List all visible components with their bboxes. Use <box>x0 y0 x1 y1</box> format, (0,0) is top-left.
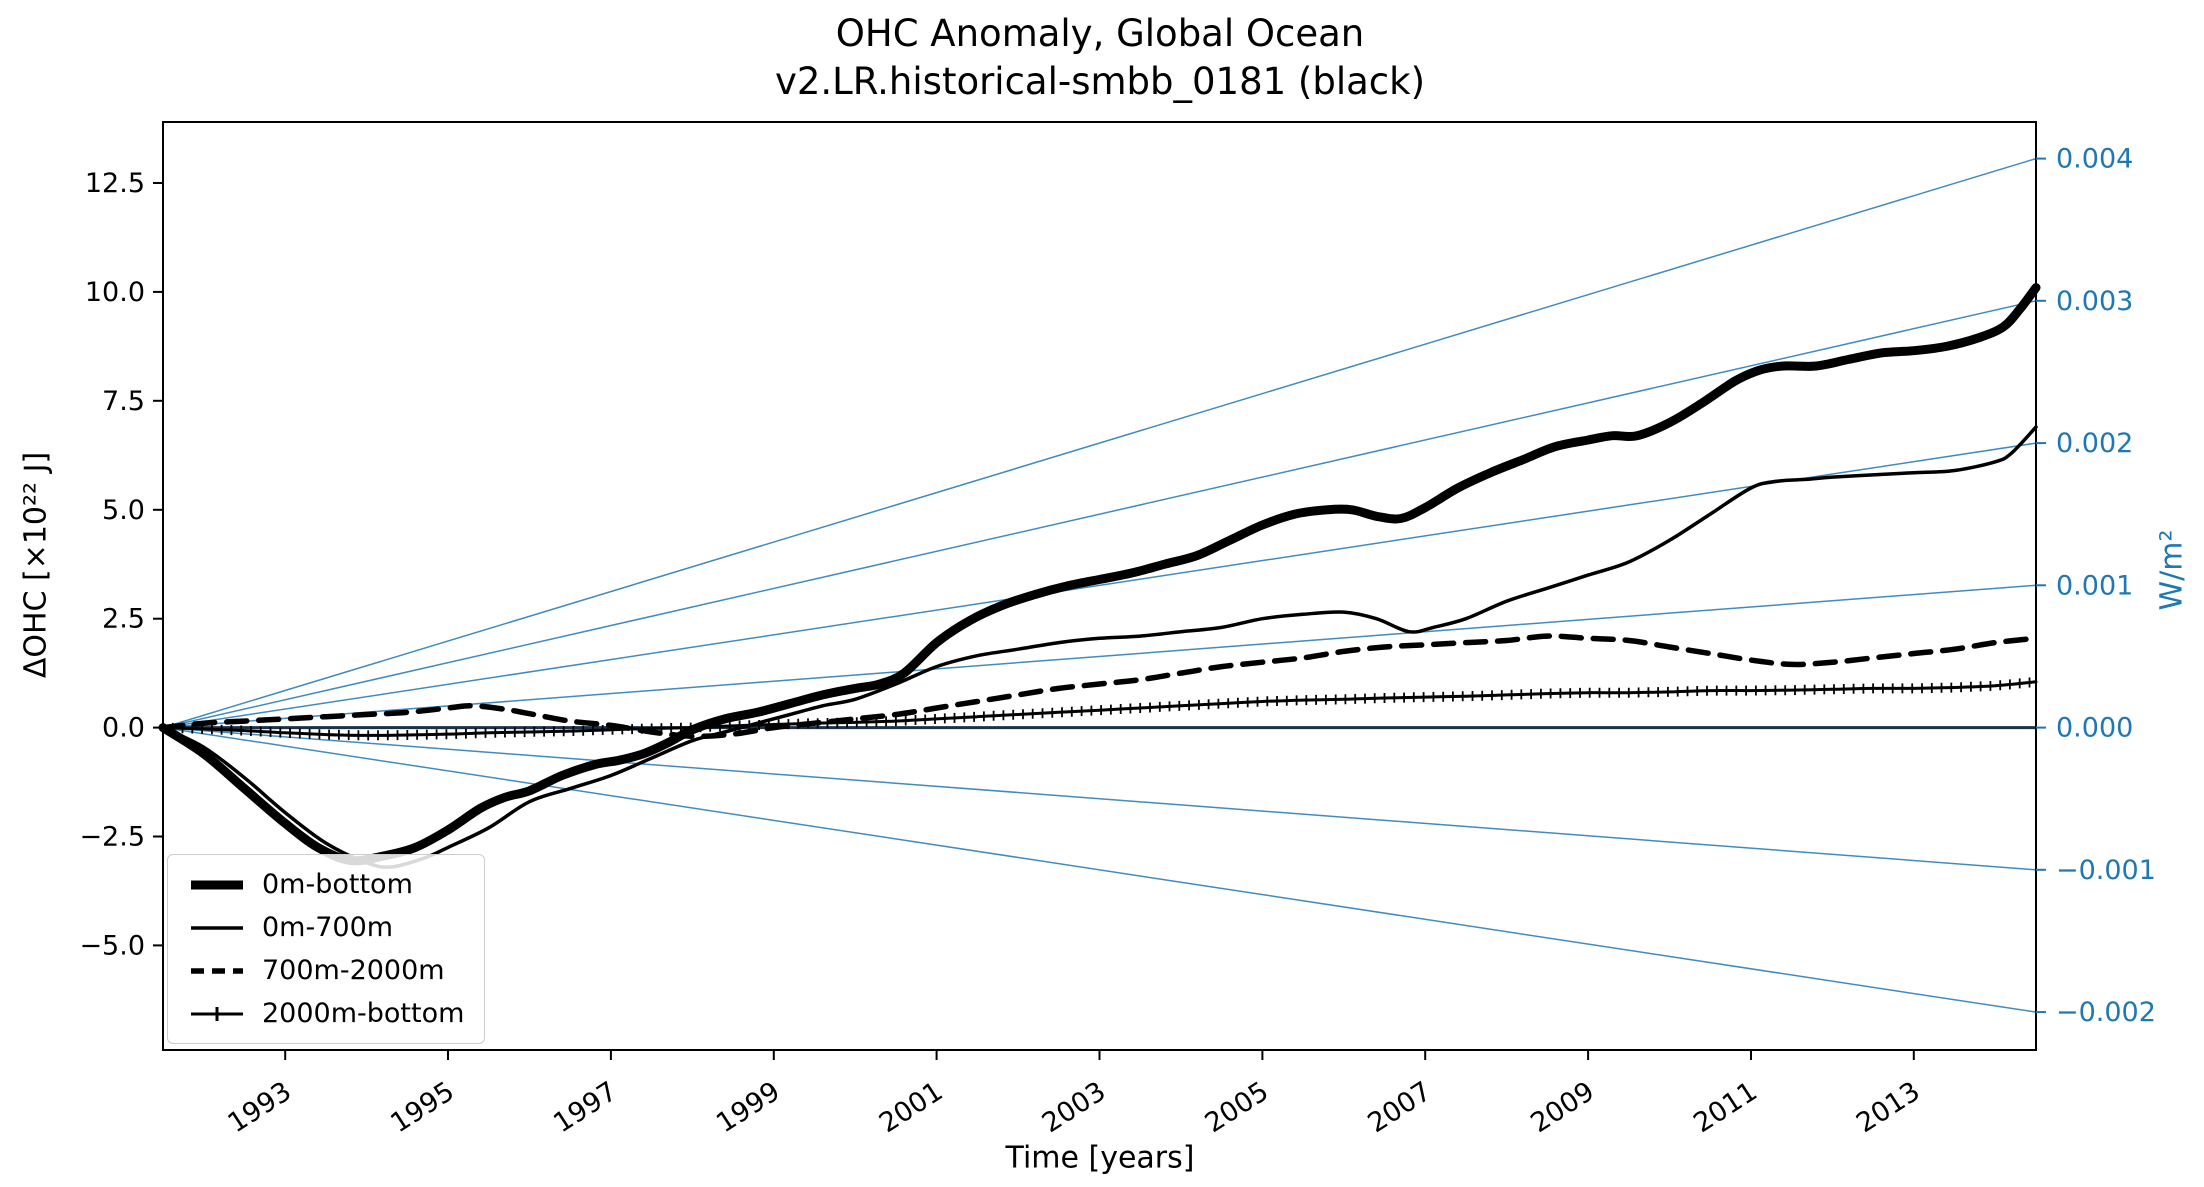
x-tick-label: 1997 <box>548 1076 623 1139</box>
series-700m-2000m <box>160 633 2039 740</box>
x-tick-label: 2007 <box>1362 1076 1437 1139</box>
x-tick-label: 2009 <box>1525 1076 1600 1139</box>
legend-label: 700m-2000m <box>262 955 445 986</box>
wm2-line <box>162 726 2037 1013</box>
series-0m-bottom <box>158 283 2041 866</box>
bottom-axis-ticks: 1993 1995 1997 1999 2001 2003 2005 2007 2009 2011… <box>222 1050 1926 1139</box>
x-tick-label: 2013 <box>1851 1076 1926 1139</box>
legend-line-plus-icon <box>191 1006 243 1021</box>
legend-line-dashed-icon <box>191 967 243 974</box>
legend-label: 0m-bottom <box>262 869 413 900</box>
x-tick-label: 2001 <box>874 1076 949 1139</box>
chart-title-line2: v2.LR.historical-smbb_0181 (black) <box>774 60 1426 104</box>
x-tick-label: 2005 <box>1200 1076 1275 1139</box>
wm2-line <box>162 442 2037 729</box>
y-axis-label-right: W/m² <box>2154 529 2190 611</box>
y-axis-label-left: ΔOHC [×10²² J] <box>18 451 54 679</box>
wm2-tick-label: −0.002 <box>2056 997 2156 1028</box>
y-tick-label: −2.5 <box>79 822 145 853</box>
legend-label: 0m-700m <box>262 912 394 943</box>
wm2-tick-label: 0.000 <box>2056 713 2133 744</box>
legend-item-0m-700m: 0m-700m <box>188 912 464 943</box>
x-axis-label: Time [years] <box>1005 1140 1195 1176</box>
legend: 0m-bottom 0m-700m 700m-2000m 2000m-botto… <box>167 854 486 1044</box>
chart-title-line1: OHC Anomaly, Global Ocean <box>835 12 1365 55</box>
legend-line-thin-icon <box>191 925 243 930</box>
left-axis-ticks: 12.5 10.0 7.5 5.0 2.5 0.0 −2.5 −5.0 <box>79 168 163 961</box>
y-tick-label: 5.0 <box>102 495 145 526</box>
x-tick-label: 1995 <box>385 1076 460 1139</box>
right-axis-ticks: 0.004 0.003 0.002 0.001 0.000 −0.001 −0.002 <box>2036 144 2156 1028</box>
legend-item-2000m-bottom: 2000m-bottom <box>188 998 464 1029</box>
wm2-line <box>162 157 2037 729</box>
y-tick-label: −5.0 <box>79 930 145 961</box>
wm2-line <box>162 584 2037 729</box>
wm2-tick-label: 0.002 <box>2056 428 2133 459</box>
x-tick-label: 2011 <box>1688 1076 1763 1139</box>
wm2-tick-label: 0.004 <box>2056 144 2133 175</box>
legend-item-0m-bottom: 0m-bottom <box>188 869 464 900</box>
y-tick-label: 0.0 <box>102 713 145 744</box>
wm2-tick-label: 0.001 <box>2056 570 2133 601</box>
wm2-line <box>162 726 2037 871</box>
y-tick-label: 12.5 <box>85 168 145 199</box>
legend-item-700m-2000m: 700m-2000m <box>188 955 464 986</box>
legend-label: 2000m-bottom <box>262 998 465 1029</box>
wm2-tick-label: −0.001 <box>2056 855 2156 886</box>
y-tick-label: 7.5 <box>102 386 145 417</box>
chart-title: OHC Anomaly, Global Ocean v2.LR.historic… <box>775 10 1425 106</box>
legend-line-thick-icon <box>191 880 243 889</box>
wm2-tick-label: 0.003 <box>2056 286 2133 317</box>
series-0m-700m <box>161 425 2038 869</box>
y-tick-label: 10.0 <box>85 277 145 308</box>
wm2-line <box>162 300 2037 729</box>
x-tick-label: 2003 <box>1037 1076 1112 1139</box>
x-tick-label: 1993 <box>222 1076 297 1139</box>
y-tick-label: 2.5 <box>102 604 145 635</box>
x-tick-label: 1999 <box>711 1076 786 1139</box>
